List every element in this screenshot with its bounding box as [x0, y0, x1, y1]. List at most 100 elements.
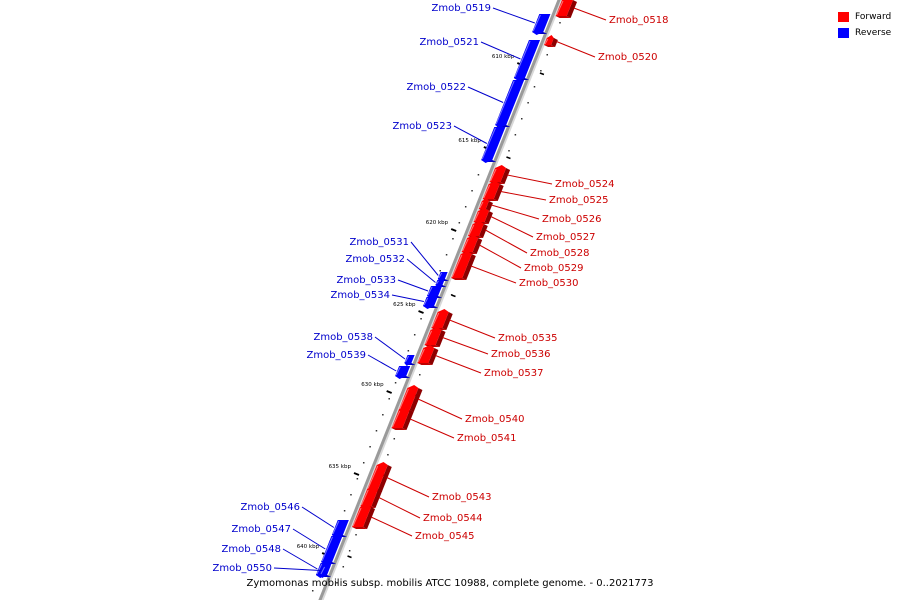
gene-label[interactable]: Zmob_0538: [313, 332, 373, 343]
gene-zmob-0525[interactable]: [482, 181, 504, 201]
minor-tick: [540, 70, 542, 72]
gene-front-face: [473, 208, 489, 222]
leader-line: [370, 516, 413, 537]
tick-label: 630 kbp: [361, 382, 384, 388]
gene-label[interactable]: Zmob_0537: [484, 368, 544, 379]
gene-zmob-0545[interactable]: [352, 504, 376, 529]
minor-tick: [356, 478, 359, 480]
gene-label[interactable]: Zmob_0530: [519, 278, 579, 289]
gene-label[interactable]: Zmob_0522: [406, 82, 466, 93]
gene-bottom-face: [544, 45, 556, 47]
gene-bottom-face: [555, 16, 571, 18]
gene-label[interactable]: Zmob_0531: [349, 237, 409, 248]
gene-zmob-0537[interactable]: [417, 345, 439, 365]
gene-front-face: [495, 80, 525, 128]
gene-highlight: [495, 80, 515, 125]
gene-zmob-0518[interactable]: [555, 0, 577, 18]
genome-caption: Zymomonas mobilis subsp. mobilis ATCC 10…: [246, 578, 654, 589]
gene-zmob-0541[interactable]: [391, 407, 414, 430]
gene-label[interactable]: Zmob_0518: [609, 15, 669, 26]
gene-side-face: [409, 388, 423, 412]
gene-zmob-0539[interactable]: [395, 366, 411, 379]
gene-zmob-0519[interactable]: [532, 14, 551, 35]
gene-label[interactable]: Zmob_0546: [240, 502, 300, 513]
leader-line: [490, 216, 534, 238]
leader-line: [435, 355, 482, 374]
gene-side-face: [472, 238, 483, 254]
gene-front-face: [352, 504, 372, 527]
minor-tick: [394, 382, 397, 384]
leader-line: [386, 477, 430, 498]
minor-tick: [533, 86, 536, 88]
gene-label[interactable]: Zmob_0535: [498, 333, 558, 344]
gene-front-face: [424, 327, 442, 345]
gene-label[interactable]: Zmob_0532: [345, 254, 405, 265]
gene-zmob-0523[interactable]: [481, 127, 506, 163]
gene-front-face: [417, 345, 435, 363]
gene-label[interactable]: Zmob_0539: [306, 350, 366, 361]
gene-side-face: [551, 38, 558, 47]
gene-label[interactable]: Zmob_0533: [336, 275, 396, 286]
backbone-shadow: [320, 0, 563, 600]
gene-label[interactable]: Zmob_0521: [419, 37, 479, 48]
minor-tick: [407, 350, 410, 352]
tick-mark: [353, 472, 360, 476]
gene-highlight: [544, 38, 549, 45]
gene-zmob-0536[interactable]: [424, 327, 446, 347]
gene-front-face: [427, 286, 443, 299]
tick-label: 610 kbp: [492, 54, 515, 60]
gene-label[interactable]: Zmob_0550: [212, 563, 272, 574]
gene-highlight: [483, 184, 491, 199]
gene-label[interactable]: Zmob_0536: [491, 349, 551, 360]
gene-label[interactable]: Zmob_0523: [392, 121, 452, 132]
gene-label[interactable]: Zmob_0540: [465, 414, 525, 425]
minor-tick: [471, 190, 473, 192]
gene-zmob-0534[interactable]: [423, 297, 439, 309]
gene-label[interactable]: Zmob_0528: [530, 248, 590, 259]
gene-zmob-0538[interactable]: [404, 355, 416, 366]
minor-tick: [464, 206, 467, 208]
gene-zmob-0533[interactable]: [427, 286, 443, 299]
minor-tick: [527, 102, 529, 104]
gene-highlight: [474, 211, 480, 222]
gene-label[interactable]: Zmob_0541: [457, 433, 517, 444]
gene-label[interactable]: Zmob_0524: [555, 179, 615, 190]
gene-label[interactable]: Zmob_0526: [542, 214, 602, 225]
scale-dash: [451, 294, 456, 298]
gene-label[interactable]: Zmob_0529: [524, 263, 584, 274]
gene-side-face: [377, 465, 392, 492]
gene-front-face: [331, 520, 349, 538]
minor-tick: [546, 54, 548, 56]
gene-label[interactable]: Zmob_0534: [330, 290, 390, 301]
gene-bottom-face: [391, 428, 407, 430]
gene-label[interactable]: Zmob_0548: [221, 544, 281, 555]
scale-dash: [539, 72, 545, 76]
gene-highlight: [423, 297, 429, 306]
gene-zmob-0520[interactable]: [544, 35, 558, 47]
gene-front-face: [391, 407, 410, 428]
gene-zmob-0530[interactable]: [451, 251, 476, 280]
tick-mark: [386, 390, 393, 394]
gene-label[interactable]: Zmob_0525: [549, 195, 609, 206]
gene-label[interactable]: Zmob_0547: [231, 524, 291, 535]
gene-label[interactable]: Zmob_0527: [536, 232, 596, 243]
gene-zmob-0521[interactable]: [513, 40, 541, 81]
gene-highlight: [367, 465, 379, 490]
minor-tick: [393, 438, 396, 440]
gene-label[interactable]: Zmob_0545: [415, 531, 475, 542]
gene-label[interactable]: Zmob_0520: [598, 52, 658, 63]
gene-label[interactable]: Zmob_0544: [423, 513, 483, 524]
gene-zmob-0547[interactable]: [321, 536, 343, 565]
gene-zmob-0546[interactable]: [331, 520, 349, 538]
legend-item-forward: Forward: [838, 9, 891, 25]
gene-zmob-0522[interactable]: [495, 80, 525, 128]
gene-label[interactable]: Zmob_0519: [431, 3, 491, 14]
minor-tick: [508, 150, 510, 152]
minor-tick: [452, 238, 454, 240]
minor-tick: [420, 318, 422, 320]
gene-zmob-0550[interactable]: [319, 566, 331, 578]
gene-label[interactable]: Zmob_0543: [432, 492, 492, 503]
gene-zmob-0524[interactable]: [489, 165, 511, 184]
tick-mark: [418, 310, 424, 314]
tick-label: 635 kbp: [329, 464, 352, 470]
